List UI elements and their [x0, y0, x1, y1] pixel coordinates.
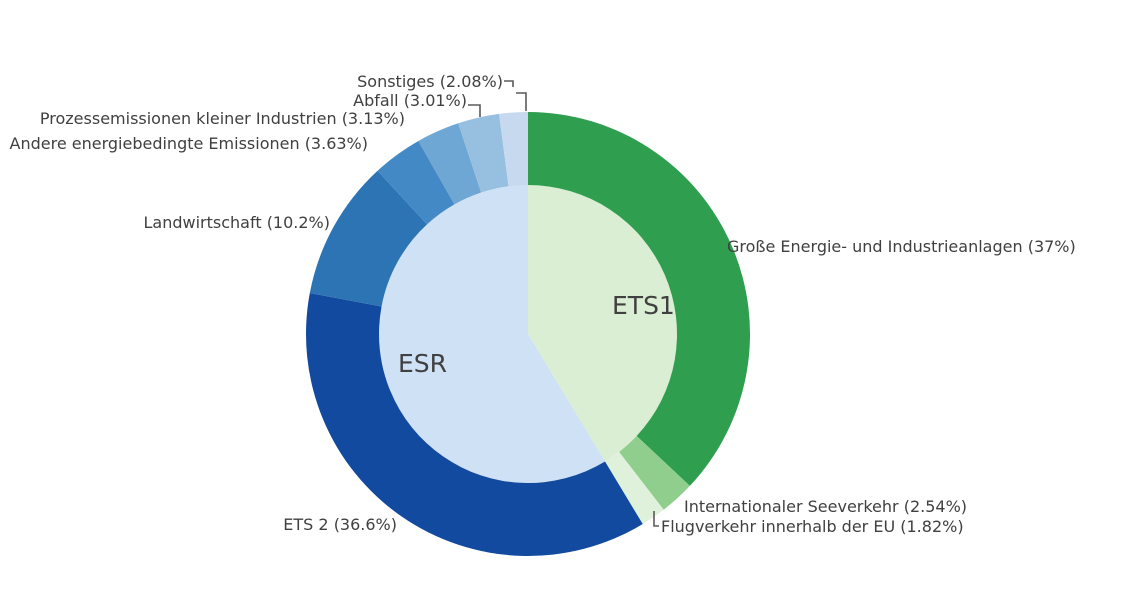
inner-slice-esr[interactable] [379, 185, 606, 484]
slice-landwirtschaft[interactable] [309, 170, 428, 307]
outer-ring [306, 111, 751, 556]
slice-label-sonstiges: Sonstiges (2.08%) [357, 72, 503, 91]
slice-abfall[interactable] [458, 113, 509, 193]
slice-label-flugverkehr: Flugverkehr innerhalb der EU (1.82%) [661, 517, 964, 536]
slice-ets2[interactable] [306, 293, 643, 556]
leader-line-sonstiges [504, 80, 514, 87]
leader-lines [468, 80, 659, 527]
inner-slice-ets1[interactable] [528, 185, 678, 462]
slice-seeverkehr[interactable] [619, 435, 690, 510]
slice-sonstiges[interactable] [499, 112, 528, 187]
slice-label-ets2: ETS 2 (36.6%) [283, 515, 397, 534]
leader-line-flugverkehr [653, 511, 659, 527]
leader-line-sonstiges-2 [516, 92, 527, 111]
slice-label-grosse-energie: Große Energie- und Industrieanlagen (37%… [727, 237, 1076, 256]
slice-label-andere-emissionen: Andere energiebedingte Emissionen (3.63%… [9, 134, 368, 153]
slice-label-abfall: Abfall (3.01%) [353, 91, 467, 110]
slice-grosse-energie[interactable] [528, 111, 751, 486]
slice-label-seeverkehr: Internationaler Seeverkehr (2.54%) [684, 497, 968, 516]
leader-line-abfall [468, 104, 481, 117]
slice-andere-emissionen[interactable] [377, 140, 455, 225]
inner-label-ets1: ETS1 [612, 291, 675, 320]
slice-label-prozessemissionen: Prozessemissionen kleiner Industrien (3.… [39, 109, 405, 128]
inner-label-esr: ESR [398, 349, 448, 378]
inner-ring [379, 185, 678, 484]
slice-flugverkehr[interactable] [605, 451, 664, 525]
slice-label-landwirtschaft: Landwirtschaft (10.2%) [143, 213, 331, 232]
slice-prozessemissionen[interactable] [418, 123, 482, 205]
